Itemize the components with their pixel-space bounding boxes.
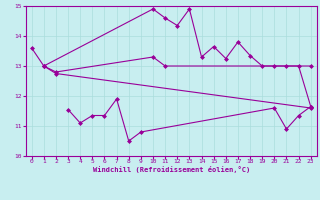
- X-axis label: Windchill (Refroidissement éolien,°C): Windchill (Refroidissement éolien,°C): [92, 166, 250, 173]
